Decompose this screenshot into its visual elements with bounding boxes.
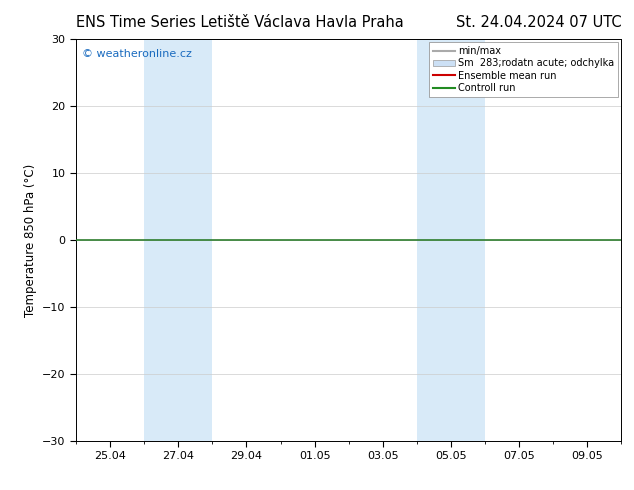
Text: © weatheronline.cz: © weatheronline.cz	[82, 49, 191, 59]
Legend: min/max, Sm  283;rodatn acute; odchylka, Ensemble mean run, Controll run: min/max, Sm 283;rodatn acute; odchylka, …	[429, 42, 618, 97]
Bar	[144, 39, 212, 441]
Y-axis label: Temperature 850 hPa (°C): Temperature 850 hPa (°C)	[23, 164, 37, 317]
Bar	[417, 39, 485, 441]
Text: St. 24.04.2024 07 UTC: St. 24.04.2024 07 UTC	[456, 15, 621, 30]
Text: ENS Time Series Letiště Václava Havla Praha: ENS Time Series Letiště Václava Havla Pr…	[76, 15, 404, 30]
